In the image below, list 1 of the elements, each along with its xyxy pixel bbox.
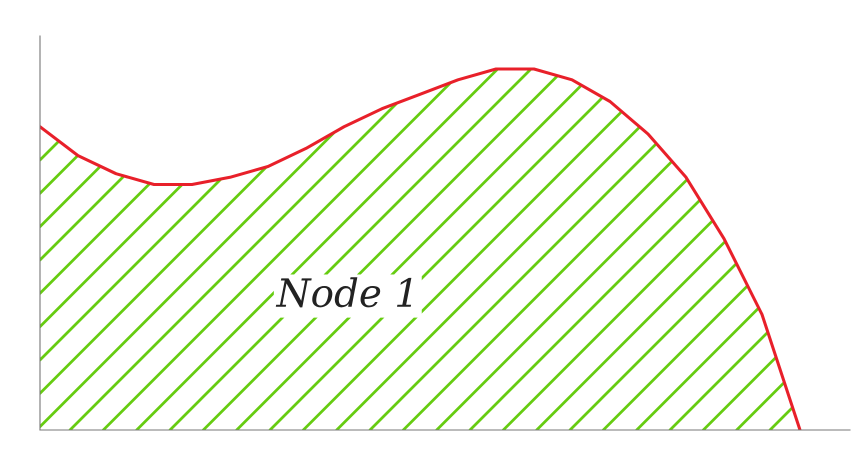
annotation: Node 1 xyxy=(276,277,412,308)
